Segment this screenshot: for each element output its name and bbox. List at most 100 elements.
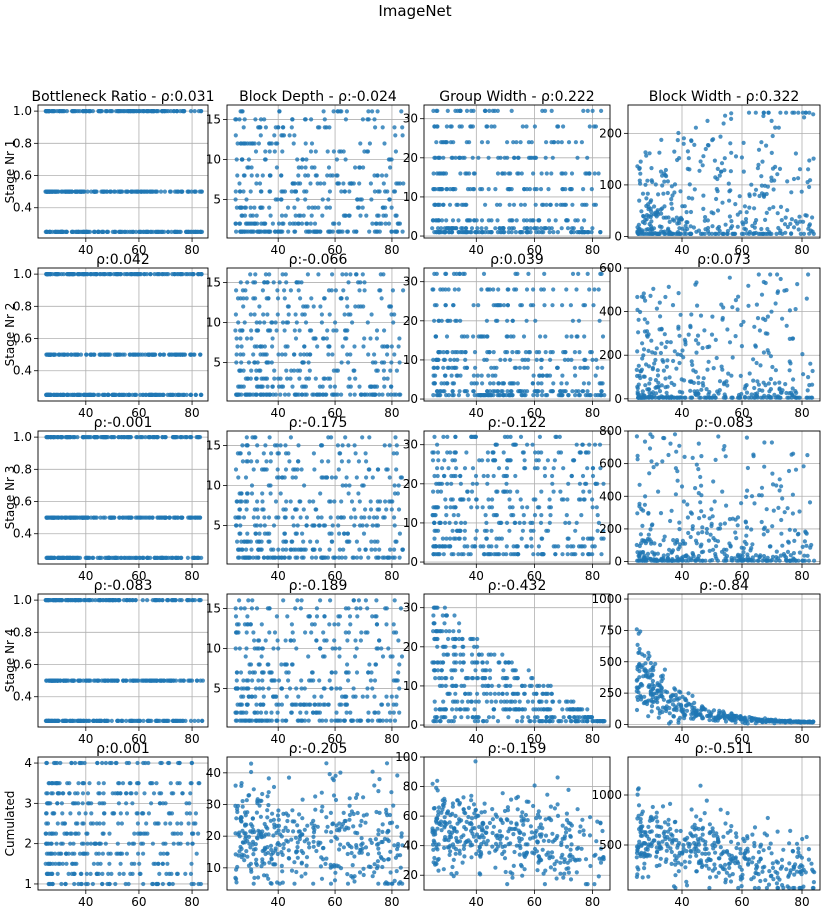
data-point <box>327 229 332 234</box>
data-point <box>291 141 296 146</box>
y-tick-label: 10 <box>403 190 418 204</box>
data-point <box>761 350 767 355</box>
data-point <box>585 155 590 160</box>
data-point <box>448 544 453 549</box>
data-point <box>242 320 247 325</box>
data-point <box>649 459 654 464</box>
data-point <box>393 435 398 440</box>
data-point <box>556 124 561 129</box>
data-point <box>584 202 589 207</box>
data-point <box>307 368 312 373</box>
data-point <box>522 226 527 231</box>
data-point <box>752 385 757 391</box>
data-point <box>332 384 337 389</box>
data-point <box>585 108 590 113</box>
data-point <box>303 384 308 389</box>
data-point <box>81 109 86 114</box>
data-point <box>188 109 194 114</box>
data-point <box>321 376 326 381</box>
data-point <box>248 555 253 560</box>
data-point <box>581 187 586 192</box>
data-point <box>362 392 367 397</box>
data-point <box>775 289 781 294</box>
data-point <box>761 113 766 119</box>
data-point <box>272 443 278 448</box>
data-point <box>372 384 377 389</box>
data-point <box>267 272 272 277</box>
data-point <box>450 528 455 533</box>
data-point <box>313 555 319 560</box>
data-point <box>661 368 667 373</box>
data-point <box>449 473 454 479</box>
data-point <box>657 389 663 394</box>
data-point <box>392 312 397 317</box>
data-point <box>249 173 254 178</box>
data-point <box>380 344 385 349</box>
panel-title: ρ:-0.175 <box>289 415 348 431</box>
data-point <box>700 163 705 168</box>
data-point <box>69 515 74 520</box>
data-point <box>727 275 732 280</box>
y-tick-label: 600 <box>599 261 622 275</box>
x-tick-label: 40 <box>674 243 689 257</box>
data-point <box>328 384 333 389</box>
data-point <box>495 108 500 113</box>
data-point <box>703 146 708 152</box>
data-point <box>505 434 510 439</box>
data-point <box>245 376 250 381</box>
data-point <box>329 475 334 480</box>
data-point <box>600 334 606 339</box>
data-point <box>564 287 569 292</box>
data-point <box>295 555 300 560</box>
data-point <box>439 187 444 192</box>
data-point <box>563 520 568 526</box>
data-point <box>463 357 468 362</box>
data-point <box>507 505 512 510</box>
data-point <box>44 229 49 234</box>
data-point <box>46 109 51 114</box>
data-point <box>73 109 78 114</box>
data-point <box>660 358 665 363</box>
data-point <box>507 226 512 231</box>
data-point <box>761 231 766 236</box>
data-point <box>598 230 603 235</box>
data-point <box>320 213 325 218</box>
data-point <box>580 389 585 394</box>
data-point <box>480 505 485 510</box>
data-point <box>457 124 462 129</box>
data-point <box>233 117 238 122</box>
data-point <box>245 499 250 504</box>
x-tick-label: 40 <box>78 243 93 257</box>
data-point <box>68 555 73 561</box>
y-tick-label: 30 <box>403 275 418 289</box>
data-point <box>108 272 113 277</box>
data-point <box>798 231 803 236</box>
data-point <box>741 169 746 174</box>
data-point <box>775 211 780 216</box>
data-point <box>375 368 380 373</box>
data-point <box>648 527 653 532</box>
data-point <box>562 202 567 207</box>
data-point <box>254 213 259 218</box>
data-point <box>774 231 779 236</box>
data-point <box>158 229 163 234</box>
data-point <box>444 124 449 129</box>
data-point <box>513 230 519 235</box>
data-point <box>811 112 816 117</box>
data-point <box>520 124 525 129</box>
data-point <box>190 272 196 277</box>
data-point <box>435 473 440 479</box>
data-point <box>345 304 350 309</box>
data-point <box>739 155 745 160</box>
y-tick-label: 10 <box>403 516 418 530</box>
data-point <box>644 153 649 158</box>
data-point <box>700 345 705 351</box>
data-point <box>383 221 388 226</box>
data-point <box>721 231 727 236</box>
data-point <box>539 381 544 386</box>
data-point <box>557 434 562 439</box>
data-point <box>267 189 272 194</box>
data-point <box>486 497 491 502</box>
data-point <box>768 376 774 382</box>
